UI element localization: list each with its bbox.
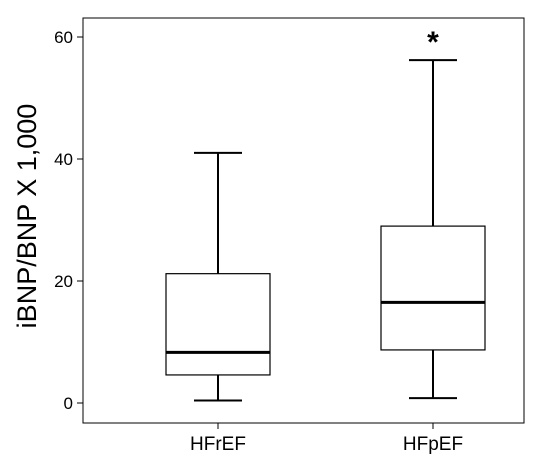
- y-tick-label-40: 40: [54, 150, 73, 169]
- box-hfref: [165, 151, 271, 402]
- box-hfpef: *: [380, 26, 486, 400]
- y-axis-title: iBNP/BNP X 1,000: [12, 104, 42, 329]
- y-tick-label-0: 0: [64, 394, 73, 413]
- x-category-label-hfref: HFrEF: [190, 434, 246, 455]
- x-category-label-hfpef: HFpEF: [403, 434, 463, 455]
- plot-area-border: [82, 17, 525, 424]
- y-tick-label-20: 20: [54, 272, 73, 291]
- iqr-box: [165, 273, 271, 376]
- y-axis: 0 20 40 60: [54, 28, 83, 413]
- significance-marker: *: [427, 26, 439, 59]
- box-series: *: [165, 26, 486, 402]
- iqr-box: [380, 225, 486, 351]
- x-axis: HFrEF HFpEF: [190, 423, 463, 455]
- y-tick-label-60: 60: [54, 28, 73, 47]
- plot-frame: [82, 17, 525, 424]
